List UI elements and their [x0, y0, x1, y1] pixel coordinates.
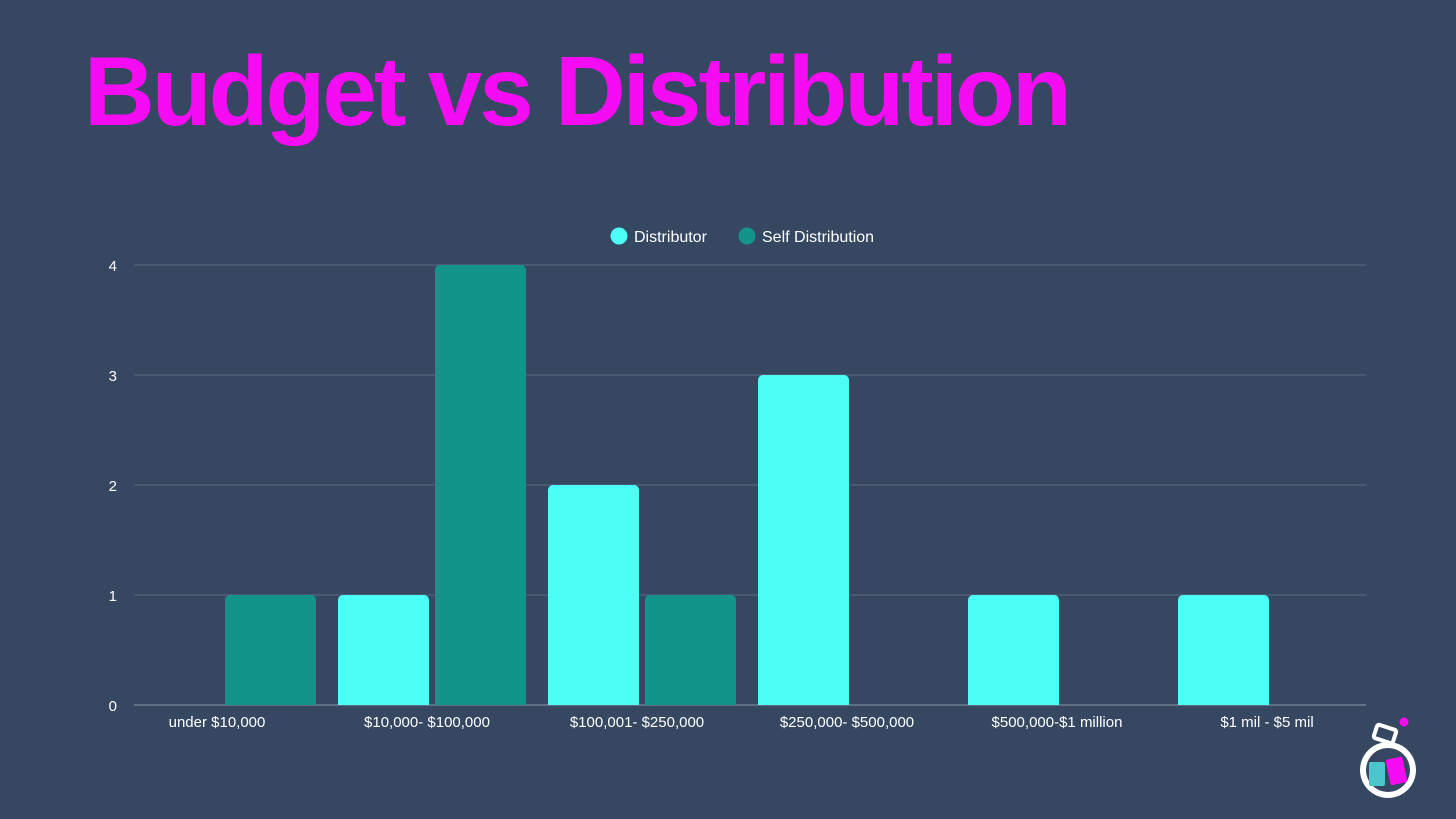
- y-tick-label: 1: [109, 588, 117, 605]
- flask-film-left: [1369, 762, 1385, 786]
- x-tick-label: $500,000-$1 million: [992, 714, 1123, 731]
- y-tick-label: 0: [109, 698, 117, 715]
- x-tick-label: $250,000- $500,000: [780, 714, 914, 731]
- legend-swatch-self-distribution[interactable]: [738, 227, 756, 245]
- bar-distributor-5-base: [1178, 699, 1269, 705]
- flask-neck: [1371, 722, 1399, 746]
- chart-title: Budget vs Distribution: [84, 36, 1072, 146]
- legend: Distributor Self Distribution: [610, 227, 874, 246]
- bar-distributor-3-base: [758, 699, 849, 705]
- legend-label-distributor[interactable]: Distributor: [634, 229, 708, 246]
- flask-film-right: [1385, 756, 1408, 786]
- legend-swatch-distributor[interactable]: [610, 227, 628, 245]
- bar-distributor-2[interactable]: [548, 485, 639, 705]
- bar-distributor-4[interactable]: [968, 595, 1059, 705]
- bar-self-distribution-1[interactable]: [435, 265, 526, 705]
- bar-self-distribution-2[interactable]: [645, 595, 736, 705]
- flask-bubble: [1399, 717, 1409, 727]
- bar-self-distribution-0-base: [225, 699, 316, 705]
- bars: [225, 265, 1269, 705]
- flask-icon: [1360, 717, 1416, 798]
- x-tick-label: under $10,000: [169, 714, 266, 731]
- y-tick-label: 2: [109, 478, 117, 495]
- bar-distributor-5[interactable]: [1178, 595, 1269, 705]
- bar-distributor-3[interactable]: [758, 375, 849, 705]
- x-tick-label: $100,001- $250,000: [570, 714, 704, 731]
- x-axis-ticks: under $10,000 $10,000- $100,000 $100,001- …: [169, 714, 1314, 731]
- y-axis-ticks: 0 1 2 3 4: [109, 258, 117, 715]
- x-tick-label: $10,000- $100,000: [364, 714, 490, 731]
- bar-distributor-2-base: [548, 699, 639, 705]
- bar-self-distribution-1-base: [435, 699, 526, 705]
- bar-distributor-1[interactable]: [338, 595, 429, 705]
- legend-label-self-distribution[interactable]: Self Distribution: [762, 229, 874, 246]
- y-tick-label: 4: [109, 258, 117, 275]
- bar-self-distribution-0[interactable]: [225, 595, 316, 705]
- bar-distributor-4-base: [968, 699, 1059, 705]
- x-tick-label: $1 mil - $5 mil: [1220, 714, 1313, 731]
- y-tick-label: 3: [109, 368, 117, 385]
- bar-self-distribution-2-base: [645, 699, 736, 705]
- bar-distributor-1-base: [338, 699, 429, 705]
